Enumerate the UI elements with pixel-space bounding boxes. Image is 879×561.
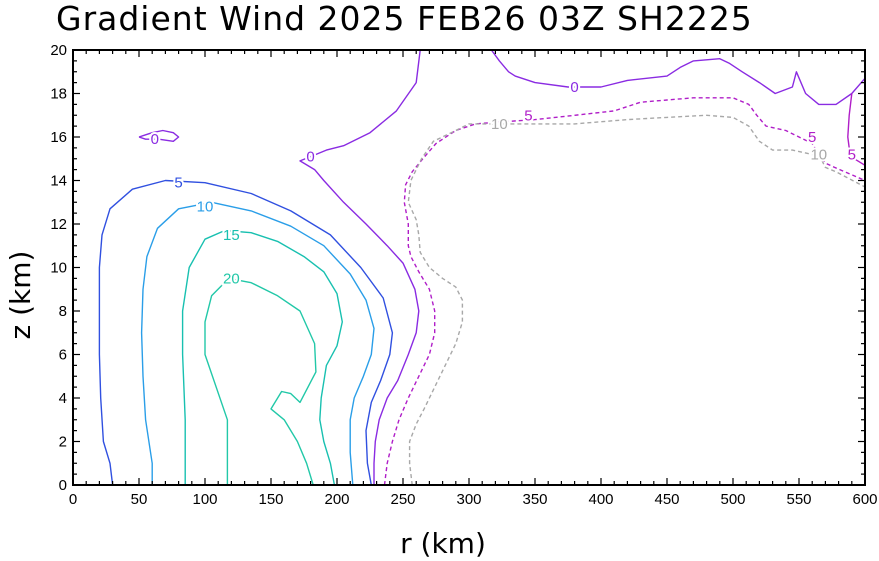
x-tick-label: 250 [390,491,415,508]
contour-label-5-3-0: 5 [174,175,182,192]
x-tick-label: 200 [324,491,349,508]
x-tick-label: 400 [588,491,613,508]
contour-line-20-0 [204,277,317,486]
y-tick-label: 16 [50,129,67,146]
contour-label-0-5-0: 0 [151,131,159,148]
contour-line-neg5-7 [847,93,866,166]
contour-label-0-6-0: 0 [570,79,578,96]
x-tick-label: 0 [69,491,77,508]
y-tick-label: 18 [50,86,67,103]
contour-label-neg10-9-1: 10 [810,146,827,163]
contour-line-0-6 [490,49,866,106]
x-tick-label: 300 [456,491,481,508]
contour-label-neg5-8-1: 5 [808,129,816,146]
y-tick-label: 20 [50,42,67,59]
contour-label-20-0-0: 20 [223,270,240,287]
y-tick-label: 0 [59,477,67,494]
contour-line-0-5 [138,129,180,142]
contour-label-10-2-0: 10 [197,199,214,216]
chart-title: Gradient Wind 2025 FEB26 03Z SH2225 [56,0,753,38]
x-tick-label: 350 [522,491,547,508]
y-tick-label: 2 [59,434,67,451]
y-tick-label: 4 [59,390,67,407]
y-tick-label: 12 [50,216,67,233]
y-tick-label: 6 [59,347,67,364]
contour-line-10-2 [140,201,375,486]
plot-frame [72,49,866,486]
contour-line-neg10-9 [407,114,866,486]
x-tick-label: 100 [192,491,217,508]
contour-line-0-4 [299,49,421,485]
contour-line-5-3 [98,179,394,486]
x-tick-label: 550 [786,491,811,508]
contour-label-0-4-0: 0 [306,149,314,166]
contour-label-neg5-7-0: 5 [848,146,856,163]
y-axis: 0 2 4 6 8 10 12 14 16 18 20 [50,42,865,494]
y-tick-label: 10 [50,260,67,277]
y-tick-label: 8 [59,303,67,320]
y-tick-label: 14 [50,173,67,190]
x-tick-label: 50 [131,491,148,508]
x-axis-title: r (km) [400,527,486,560]
contour-line-15-1 [181,229,343,486]
x-tick-label: 500 [720,491,745,508]
contour-line-neg5-8 [383,97,866,486]
contour-label-15-1-0: 15 [223,227,240,244]
x-axis: 0 50 100 150 200 250 300 350 400 450 500 550 600 [69,50,878,508]
contour-label-neg10-9-0: 10 [491,116,508,133]
x-tick-label: 600 [852,491,877,508]
y-axis-title: z (km) [4,251,37,340]
contour-label-neg5-8-0: 5 [524,107,532,124]
x-tick-label: 450 [654,491,679,508]
x-tick-label: 150 [258,491,283,508]
